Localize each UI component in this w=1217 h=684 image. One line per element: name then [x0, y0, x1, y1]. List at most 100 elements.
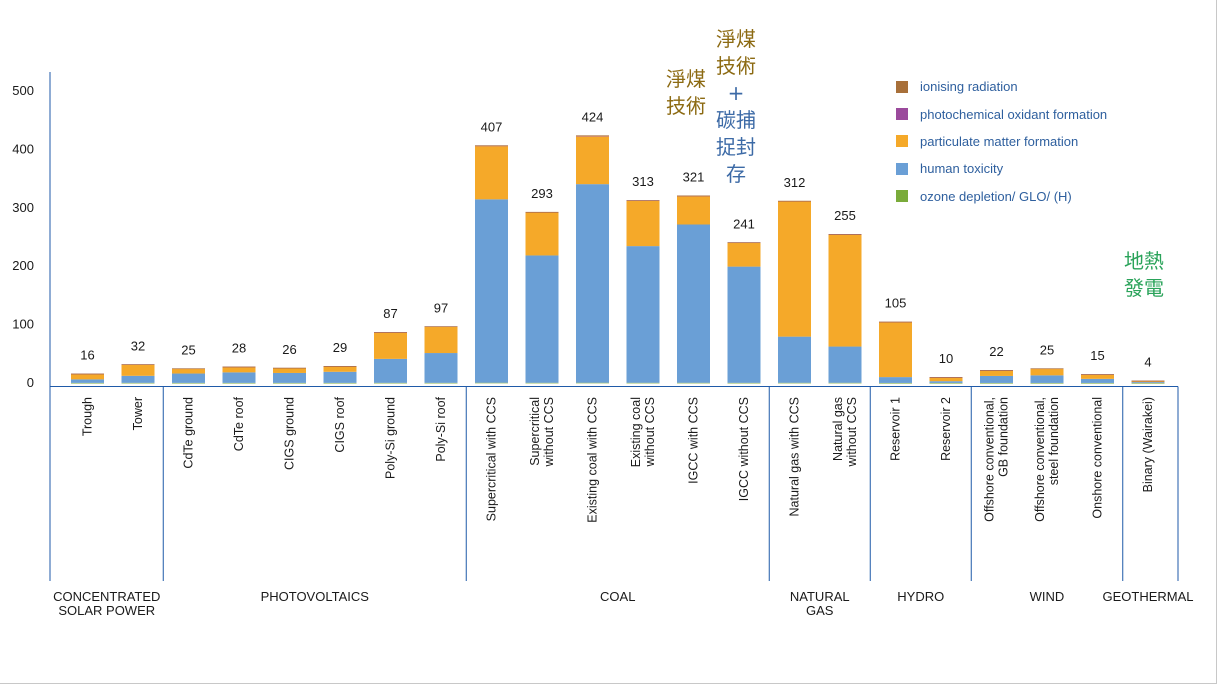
- bar-total-label: 16: [80, 348, 94, 363]
- legend-item: human toxicity: [896, 155, 1107, 182]
- bar-segment: [525, 255, 559, 383]
- x-tick-label: Natural gaswithout CCS: [831, 397, 859, 467]
- bar-segment: [273, 382, 306, 384]
- bar-segment: [727, 266, 761, 383]
- bar-segment: [929, 377, 963, 378]
- svg-text:Reservoir 2: Reservoir 2: [939, 397, 953, 461]
- bar-segment: [727, 242, 761, 243]
- annotation-line: 捉封: [716, 135, 756, 159]
- bar-segment: [323, 371, 357, 383]
- x-tick-label: CIGS ground: [283, 397, 297, 470]
- legend-item: ionising radiation: [896, 73, 1107, 100]
- bar-segment: [71, 382, 104, 384]
- group-label: WIND: [1030, 589, 1065, 604]
- legend-label: particulate matter formation: [920, 133, 1079, 149]
- group-label: HYDRO: [897, 589, 944, 604]
- svg-text:CdTe roof: CdTe roof: [232, 396, 246, 451]
- x-tick-label: Poly-Si roof: [434, 396, 448, 461]
- x-tick-label: Onshore conventional: [1091, 397, 1105, 519]
- bar-segment: [172, 368, 205, 369]
- bar-total-label: 15: [1090, 348, 1104, 363]
- bar-segment: [424, 326, 458, 354]
- svg-text:Reservoir 1: Reservoir 1: [889, 397, 903, 461]
- bar-segment: [576, 135, 609, 136]
- bar-segment: [1081, 378, 1114, 383]
- bar-segment: [424, 326, 458, 327]
- bar-segment: [323, 366, 357, 367]
- bar-total-label: 25: [1040, 342, 1054, 357]
- svg-text:Binary (Wairakei): Binary (Wairakei): [1141, 397, 1155, 492]
- svg-text:Tower: Tower: [131, 397, 145, 430]
- bar-segment: [828, 234, 862, 347]
- svg-text:Offshore conventional,GB found: Offshore conventional,GB foundation: [983, 397, 1011, 522]
- legend: ionising radiation photochemical oxidant …: [896, 73, 1107, 210]
- svg-text:CIGS ground: CIGS ground: [283, 397, 297, 470]
- bar-segment: [374, 358, 407, 383]
- bar-segment: [879, 377, 912, 383]
- bar-total-label: 29: [333, 340, 347, 355]
- bar-total-label: 25: [181, 342, 195, 357]
- x-tick-label: Trough: [81, 397, 95, 436]
- x-tick-label: Existing coal with CCS: [586, 397, 600, 523]
- bar-segment: [677, 382, 710, 384]
- x-tick-label: IGCC with CCS: [687, 397, 701, 484]
- y-tick-label: 400: [12, 141, 34, 156]
- x-tick-label: Natural gas with CCS: [788, 397, 802, 517]
- bar-segment: [475, 146, 508, 200]
- bar-segment: [1030, 382, 1064, 384]
- bar-segment: [273, 367, 306, 369]
- bar-segment: [222, 366, 256, 373]
- legend-swatch: [896, 190, 908, 203]
- svg-text:Supercriticalwithout CCS: Supercriticalwithout CCS: [528, 397, 556, 467]
- bar-segment: [1131, 382, 1165, 383]
- bar-segment: [576, 184, 609, 383]
- bar-segment: [778, 200, 811, 202]
- group-label: CONCENTRATED SOLAR POWER: [53, 589, 160, 618]
- group-label: PHOTOVOLTAICS: [261, 589, 370, 604]
- legend-label: human toxicity: [920, 161, 1004, 177]
- bar-segment: [323, 382, 357, 384]
- x-tick-label: Tower: [131, 397, 145, 430]
- bar-segment: [374, 332, 407, 333]
- x-tick-label: Binary (Wairakei): [1141, 397, 1155, 492]
- svg-text:CdTe ground: CdTe ground: [182, 397, 196, 469]
- bar-segment: [828, 382, 862, 384]
- svg-text:IGCC without CCS: IGCC without CCS: [737, 397, 751, 501]
- x-tick-label: Offshore conventional,GB foundation: [983, 397, 1011, 522]
- bar-segment: [980, 375, 1013, 383]
- bar-total-label: 28: [232, 341, 246, 356]
- bar-segment: [727, 242, 761, 267]
- legend-item: ozone depletion/ GLO/ (H): [896, 183, 1107, 210]
- bar-segment: [879, 321, 912, 378]
- bar-segment: [374, 332, 407, 359]
- legend-swatch: [896, 108, 908, 121]
- bar-segment: [576, 382, 609, 384]
- bar-segment: [828, 234, 862, 235]
- x-tick-label: Poly-Si ground: [384, 397, 398, 479]
- bar-segment: [71, 379, 104, 383]
- bar-segment: [929, 377, 963, 382]
- group-label: NATURAL GAS: [790, 589, 850, 618]
- svg-text:Supercritical with CCS: Supercritical with CCS: [485, 397, 499, 521]
- bar-segment: [172, 382, 205, 384]
- bar-segment: [475, 145, 508, 146]
- annotation-line: +: [727, 81, 745, 105]
- legend-swatch: [896, 80, 908, 93]
- x-tick-label: Existing coalwithout CCS: [629, 397, 657, 467]
- bar-total-label: 241: [733, 216, 755, 231]
- legend-swatch: [896, 162, 908, 175]
- bar-total-label: 312: [784, 175, 806, 190]
- annotation-line: 淨煤: [716, 27, 756, 51]
- bar-segment: [121, 382, 155, 384]
- bar-segment: [1081, 374, 1114, 379]
- bar-segment: [424, 382, 458, 384]
- x-tick-label: CdTe roof: [232, 396, 246, 451]
- bar-segment: [121, 364, 155, 365]
- bar-total-label: 255: [834, 208, 856, 223]
- svg-text:Poly-Si roof: Poly-Si roof: [434, 396, 448, 461]
- x-tick-label: Supercritical with CCS: [485, 397, 499, 521]
- bar-segment: [1081, 374, 1114, 375]
- bar-segment: [71, 373, 104, 375]
- bar-total-label: 313: [632, 174, 654, 189]
- bar-segment: [323, 366, 357, 372]
